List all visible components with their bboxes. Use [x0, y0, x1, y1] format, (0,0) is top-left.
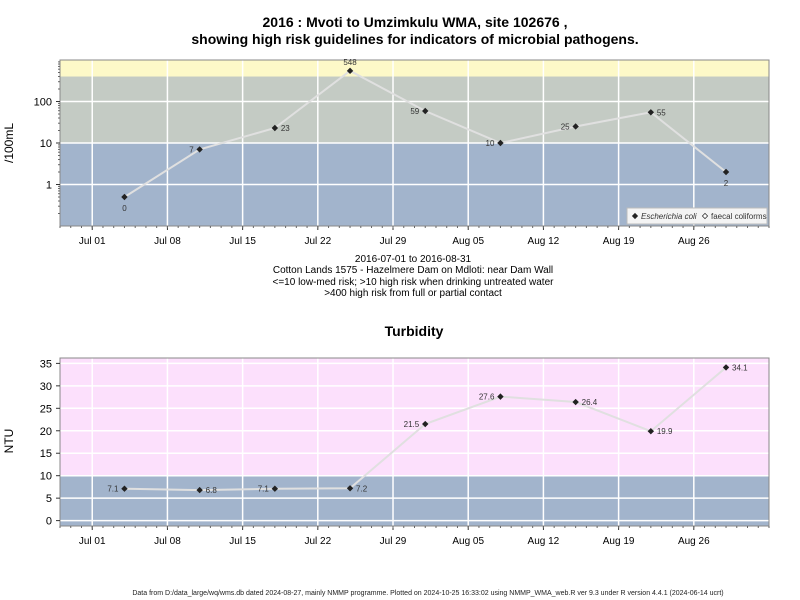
- chart2-point-3: [346, 485, 354, 492]
- chart2-y-tick-label-1: 5: [46, 493, 52, 505]
- chart2-x-tick-label-6: Aug 12: [528, 536, 560, 547]
- chart1-x-tick-label-7: Aug 19: [603, 236, 635, 247]
- footer-note: Data from D:/data_large/wq/wms.db dated …: [132, 590, 723, 597]
- chart1-legend: Escherichia coli faecal coliforms: [626, 207, 768, 225]
- chart1-legend-marker-0: [631, 212, 639, 220]
- chart1-y-tick-label-1: 10: [40, 138, 52, 150]
- chart1-data-label-4: 59: [410, 107, 419, 116]
- chart1-subtitle-4: >400 high risk from full or partial cont…: [324, 288, 502, 299]
- chart1-y-tick-label-0: 1: [46, 180, 52, 192]
- chart1-x-tick-label-4: Jul 29: [380, 236, 407, 247]
- chart1-point-3: [346, 67, 354, 75]
- chart1-data-label-8: 2: [724, 179, 729, 188]
- chart2-x-tick-label-1: Jul 08: [154, 536, 181, 547]
- chart1-legend-box: [626, 207, 768, 225]
- chart1-data-label-2: 23: [281, 124, 290, 133]
- chart1-point-5: [497, 139, 504, 147]
- chart2-point-7: [647, 428, 655, 435]
- chart2-data-label-2: 7.1: [258, 485, 270, 494]
- chart1-x-tick-label-6: Aug 12: [528, 236, 560, 247]
- chart2-y-tick-label-6: 30: [40, 381, 52, 393]
- chart2-x-tick-label-2: Jul 15: [229, 536, 256, 547]
- chart2-x-tick-label-3: Jul 22: [304, 536, 331, 547]
- chart2-point-4: [422, 420, 429, 428]
- chart1-x-tick-label-0: Jul 01: [79, 236, 106, 247]
- chart2-y-axis-label: NTU: [2, 429, 16, 454]
- chart2-point-2: [271, 485, 279, 492]
- chart2-data-label-0: 7.1: [107, 485, 119, 494]
- chart1-data-label-5: 10: [486, 139, 495, 148]
- chart2-data-label-1: 6.8: [206, 486, 218, 495]
- chart2-band-0: [60, 475, 769, 526]
- chart1-data-label-6: 25: [561, 122, 570, 131]
- chart2-data-label-4: 21.5: [404, 420, 420, 429]
- chart1-legend-label-0: Escherichia coli: [641, 212, 697, 221]
- chart2-data-label-6: 26.4: [582, 398, 598, 407]
- chart2-y-tick-label-4: 20: [40, 426, 52, 438]
- chart1-subtitle-3: <=10 low-med risk; >10 high risk when dr…: [273, 277, 555, 288]
- chart2-x-tick-label-4: Jul 29: [380, 536, 407, 547]
- chart1-point-0: [121, 193, 128, 201]
- chart2-point-0: [121, 485, 128, 492]
- chart1-legend-label-1: faecal coliforms: [711, 212, 767, 221]
- chart1-point-4: [422, 107, 429, 115]
- chart1-title-line1: 2016 : Mvoti to Umzimkulu WMA, site 1026…: [263, 14, 568, 30]
- chart1-x-tick-label-2: Jul 15: [229, 236, 256, 247]
- chart1-point-7: [647, 109, 655, 116]
- chart1-plot-area: Jul 01 Jul 08 Jul 15 Jul 22 Jul 29 Aug 05 Aug …: [34, 58, 770, 247]
- chart2-y-tick-label-0: 0: [46, 516, 52, 528]
- chart2-data-label-3: 7.2: [356, 484, 368, 493]
- chart2-y-tick-label-3: 15: [40, 448, 52, 460]
- chart2-y-tick-label-2: 10: [40, 471, 52, 483]
- chart1-y-axis-label: /100mL: [2, 123, 16, 163]
- chart2-x-tick-label-7: Aug 19: [603, 536, 635, 547]
- chart2-y-tick-label-5: 25: [40, 403, 52, 415]
- chart2-data-label-7: 19.9: [657, 427, 673, 436]
- chart1-point-8: [722, 168, 730, 176]
- chart1-x-tick-label-8: Aug 26: [678, 236, 710, 247]
- chart1-data-label-7: 55: [657, 108, 666, 117]
- chart1-point-6: [572, 123, 579, 130]
- chart2-title: Turbidity: [385, 323, 444, 339]
- chart1-title-line2: showing high risk guidelines for indicat…: [191, 31, 638, 47]
- chart1-band-2: [60, 60, 769, 77]
- chart1-point-1: [196, 146, 203, 153]
- chart2-data-label-5: 27.6: [479, 393, 495, 402]
- chart2-point-6: [572, 398, 579, 406]
- chart2-point-8: [722, 364, 730, 371]
- chart1-point-2: [271, 124, 279, 132]
- chart2-point-1: [196, 486, 203, 494]
- chart2-data-label-8: 34.1: [732, 363, 748, 372]
- chart2-y-tick-label-7: 35: [40, 358, 52, 370]
- chart2-plot-area: Jul 01 Jul 08 Jul 15 Jul 22 Jul 29 Aug 05 Aug …: [40, 357, 770, 547]
- chart1-x-tick-label-3: Jul 22: [304, 236, 331, 247]
- chart1-x-tick-label-5: Aug 05: [452, 236, 484, 247]
- chart1-data-label-0: 0: [122, 204, 127, 213]
- chart1-legend-marker-1: [701, 212, 709, 220]
- chart2-band-1: [60, 358, 769, 476]
- chart2-x-tick-label-8: Aug 26: [678, 536, 710, 547]
- chart2-x-tick-label-0: Jul 01: [79, 536, 106, 547]
- chart2-x-tick-label-5: Aug 05: [452, 536, 484, 547]
- chart1-x-tick-label-1: Jul 08: [154, 236, 181, 247]
- chart1-data-label-1: 7: [189, 145, 194, 154]
- chart1-data-label-3: 548: [343, 58, 357, 67]
- chart2-point-5: [497, 393, 504, 400]
- chart1-subtitle-1: 2016-07-01 to 2016-08-31: [355, 254, 472, 265]
- chart1-subtitle-2: Cotton Lands 1575 - Hazelmere Dam on Mdl…: [273, 265, 553, 276]
- chart1-y-tick-label-2: 100: [34, 97, 52, 109]
